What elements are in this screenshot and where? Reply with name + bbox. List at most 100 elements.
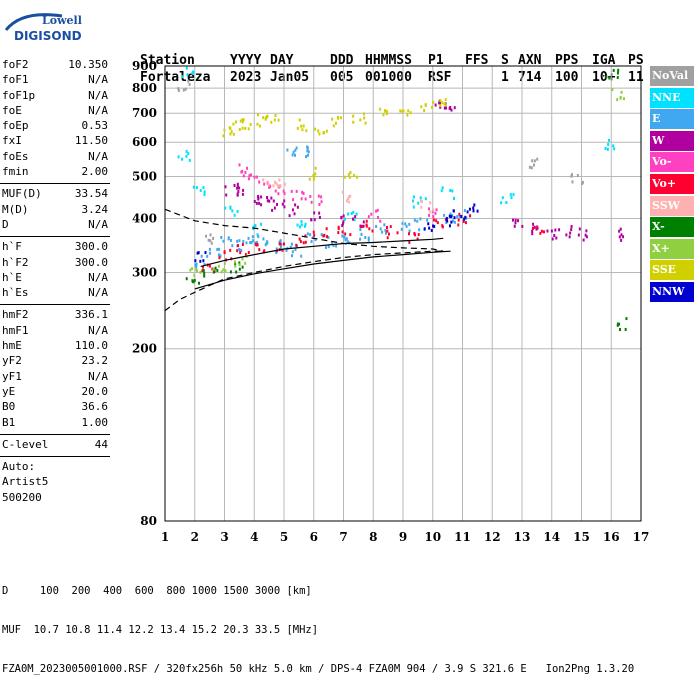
echo-point — [341, 234, 344, 238]
echo-point — [252, 227, 255, 231]
echo-point — [546, 229, 549, 233]
echo-point — [612, 68, 615, 72]
echo-point — [353, 218, 356, 222]
param-name: foF2 — [2, 58, 29, 71]
echo-point — [347, 173, 350, 177]
echo-point — [399, 109, 402, 113]
header-label: FFS — [465, 53, 489, 68]
echo-point — [306, 146, 309, 150]
echo-point — [277, 192, 280, 196]
echo-point — [314, 238, 317, 242]
echo-point — [558, 228, 561, 232]
echo-point — [622, 235, 625, 239]
echo-point — [203, 274, 206, 278]
echo-point — [293, 212, 296, 216]
echo-point — [177, 155, 180, 159]
echo-point — [314, 172, 317, 176]
echo-point — [530, 166, 533, 170]
x-tick-label: 11 — [454, 530, 471, 544]
echo-point — [342, 214, 345, 218]
echo-point — [347, 197, 350, 201]
echo-point — [582, 238, 585, 242]
param-name: Artist5 — [2, 475, 49, 489]
param-separator — [0, 304, 110, 308]
param-name: h`F — [2, 240, 22, 254]
echo-point — [304, 222, 307, 226]
echo-point — [314, 127, 317, 131]
param-row: fxI 11.50 — [0, 134, 110, 149]
echo-point — [229, 132, 232, 136]
echo-point — [457, 223, 460, 227]
param-row: B1 1.00 — [0, 416, 110, 431]
echo-point — [364, 235, 367, 239]
echo-point — [267, 180, 270, 184]
echo-point — [239, 251, 242, 255]
x-tick-label: 10 — [424, 530, 441, 544]
echo-point — [553, 234, 556, 238]
param-separator — [0, 183, 110, 187]
echo-point — [242, 174, 245, 178]
param-row: Auto: — [0, 460, 110, 475]
echo-point — [272, 199, 275, 203]
param-name: foE — [2, 103, 22, 117]
echo-point — [270, 196, 273, 200]
echo-point — [439, 104, 442, 108]
echo-point — [612, 144, 615, 148]
echo-point — [199, 270, 202, 274]
echo-point — [400, 227, 403, 231]
x-tick-label: 13 — [514, 530, 531, 544]
echo-point — [237, 244, 240, 248]
x-tick-label: 6 — [310, 530, 318, 544]
echo-point — [327, 235, 330, 239]
echo-point — [238, 248, 241, 252]
echo-point — [429, 201, 432, 205]
echo-point — [344, 238, 347, 242]
echo-point — [352, 210, 355, 214]
echo-point — [446, 219, 449, 223]
echo-point — [514, 221, 517, 225]
echo-point — [236, 239, 239, 243]
echo-point — [295, 189, 298, 193]
echo-point — [571, 180, 574, 184]
echo-point — [616, 98, 619, 102]
echo-point — [313, 218, 316, 222]
echo-point — [344, 217, 347, 221]
param-row: foF2 10.350 — [0, 58, 110, 73]
echo-point — [346, 240, 349, 244]
echo-point — [238, 128, 241, 132]
echo-point — [310, 218, 313, 222]
echo-point — [543, 230, 546, 234]
echo-point — [453, 106, 456, 110]
param-row: h`Es N/A — [0, 286, 110, 301]
echo-point — [408, 222, 411, 226]
echo-point — [343, 235, 346, 239]
echo-point — [318, 132, 321, 136]
echo-point — [438, 101, 441, 105]
echo-point — [528, 165, 531, 169]
echo-point — [439, 99, 442, 103]
echo-point — [417, 201, 420, 205]
echo-point — [249, 123, 252, 127]
echo-point — [620, 90, 623, 94]
echo-point — [255, 175, 258, 179]
echo-point — [240, 248, 243, 252]
echo-point — [441, 186, 444, 190]
echo-point — [203, 193, 206, 197]
echo-point — [253, 175, 256, 179]
echo-point — [419, 217, 422, 221]
echo-point — [375, 209, 378, 213]
echo-point — [613, 147, 616, 151]
echo-point — [206, 254, 209, 258]
echo-point — [294, 203, 297, 207]
param-name: foEp — [2, 119, 29, 133]
y-tick-label: 500 — [132, 169, 157, 183]
param-value: N/A — [88, 369, 108, 383]
echo-point — [216, 268, 219, 272]
param-row: foF1p N/A — [0, 89, 110, 104]
echo-point — [456, 215, 459, 219]
param-name: hmF2 — [2, 308, 29, 322]
x-tick-label: 3 — [220, 530, 228, 544]
echo-point — [247, 177, 250, 181]
echo-point — [229, 127, 232, 131]
echo-point — [312, 236, 315, 240]
